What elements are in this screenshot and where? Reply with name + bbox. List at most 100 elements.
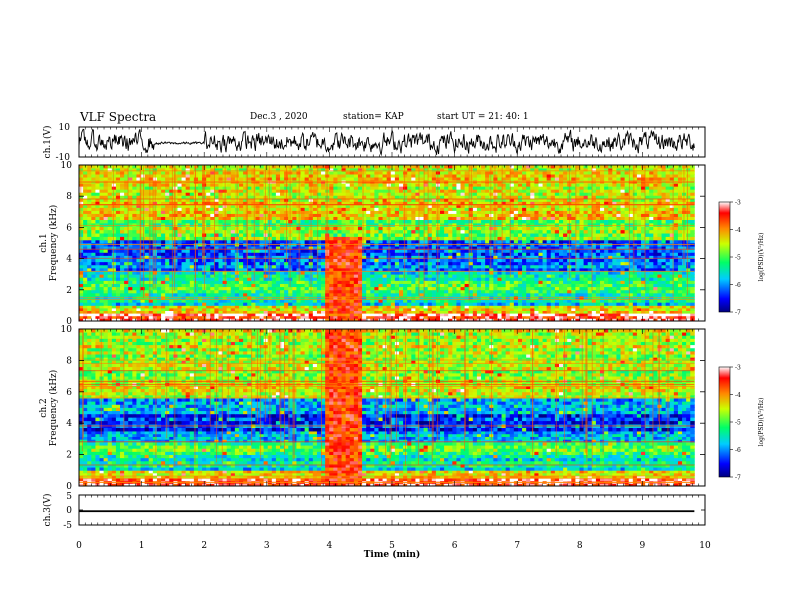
spectrogram-cell [374, 302, 379, 306]
spectrogram-cell [321, 258, 326, 263]
spectrogram-cell [505, 264, 511, 269]
spectrogram-cell [362, 233, 367, 237]
spectrogram-cell [374, 239, 379, 244]
spectrogram-cell [296, 267, 301, 272]
spectrogram-cell [321, 229, 326, 234]
spectrogram-cell [243, 280, 248, 284]
spectrogram-cell [550, 236, 556, 241]
spectrogram-cell [423, 299, 429, 303]
spectrogram-cell [554, 318, 560, 322]
spectrogram-cell [251, 258, 256, 263]
spectrogram-cell [427, 283, 433, 288]
spectrogram-cell [99, 261, 105, 266]
spectrogram-cell [226, 274, 232, 278]
spectrogram-cell [419, 261, 424, 266]
spectrogram-cell [124, 274, 129, 278]
spectrogram-cell [456, 318, 461, 322]
spectrogram-cell [423, 315, 429, 319]
spectrogram-cell [312, 283, 318, 288]
spectrogram-cell [312, 292, 318, 297]
spectrogram-cell [460, 280, 466, 284]
spectrogram-cell [558, 277, 564, 281]
spectrogram-cell [563, 292, 568, 297]
spectrogram-cell [193, 271, 199, 275]
spectrogram-cell [177, 226, 182, 231]
spectrogram-cell [140, 226, 146, 231]
spectrogram-cell [374, 255, 379, 259]
spectrogram-cell [669, 308, 675, 311]
spectrogram-cell [493, 255, 498, 259]
spectrogram-cell [489, 246, 494, 250]
spectrogram-cell [197, 299, 203, 303]
spectrogram-cell [526, 299, 531, 303]
spectrogram-cell [460, 277, 466, 281]
spectrogram-cell [120, 280, 125, 284]
spectrogram-cell [542, 226, 548, 231]
spectrogram-cell [665, 274, 671, 278]
spectrogram-cell [312, 313, 318, 317]
spectrogram-cell [91, 318, 96, 322]
spectrogram-cell [579, 226, 584, 231]
spectrogram-cell [497, 239, 502, 244]
spectrogram-cell [497, 274, 502, 278]
spectrogram-cell [111, 299, 117, 303]
spectrogram-cell [550, 222, 556, 227]
spectrogram-cell [185, 289, 191, 294]
spectrogram-cell [624, 252, 630, 256]
spectrogram-cell [604, 252, 609, 256]
spectrogram-cell [489, 252, 494, 256]
spectrogram-cell [316, 236, 322, 241]
spectrogram-cell [468, 264, 474, 269]
spectrogram-cell [435, 315, 441, 319]
spectrogram-cell [608, 229, 613, 234]
spectrogram-cell [353, 280, 359, 284]
spectrogram-cell [91, 308, 96, 311]
spectrogram-cell [448, 310, 453, 314]
spectrogram-cell [563, 313, 568, 317]
spectrogram-cell [476, 286, 482, 291]
spectrogram-cell [530, 249, 535, 253]
spectrogram-cell [95, 258, 100, 263]
spectrogram-cell [165, 267, 170, 272]
spectrogram-cell [316, 255, 322, 259]
spectrogram-cell [554, 299, 560, 303]
spectrogram-cell [542, 229, 548, 234]
spectrogram-cell [275, 299, 281, 303]
spectrogram-cell [636, 315, 642, 319]
spectrogram-cell [251, 267, 256, 272]
spectrogram-cell [419, 289, 424, 294]
spectrogram-cell [595, 274, 601, 278]
spectrogram-cell [107, 292, 113, 297]
spectrogram-cell [591, 283, 597, 288]
spectrogram-cell [316, 264, 322, 269]
spectrogram-cell [140, 229, 146, 234]
spectrogram-cell [329, 310, 334, 314]
spectrogram-cell [690, 252, 695, 256]
spectrogram-cell [427, 280, 433, 284]
spectrogram-cell [419, 315, 424, 319]
spectrogram-cell [501, 283, 507, 288]
spectrogram-cell [665, 315, 671, 319]
spectrogram-cell [563, 255, 568, 259]
spectrogram-cell [645, 261, 650, 266]
spectrogram-cell [616, 283, 621, 288]
spectrogram-cell [665, 318, 671, 322]
spectrogram-cell [206, 229, 211, 234]
spectrogram-cell [255, 286, 260, 291]
spectrogram-cell [189, 236, 195, 241]
spectrogram-cell [522, 308, 527, 311]
spectrogram-cell [563, 267, 568, 272]
spectrogram-cell [366, 277, 371, 281]
spectrogram-cell [370, 280, 375, 284]
spectrogram-cell [665, 226, 671, 231]
spectrogram-cell [501, 252, 507, 256]
spectrogram-cell [177, 233, 182, 237]
spectrogram-cell [185, 267, 191, 272]
spectrogram-cell [193, 274, 199, 278]
spectrogram-cell [546, 239, 552, 244]
spectrogram-cell [431, 249, 437, 253]
spectrogram-cell [546, 292, 552, 297]
spectrogram-cell [103, 274, 109, 278]
spectrogram-cell [616, 264, 621, 269]
spectrogram-cell [329, 308, 334, 311]
